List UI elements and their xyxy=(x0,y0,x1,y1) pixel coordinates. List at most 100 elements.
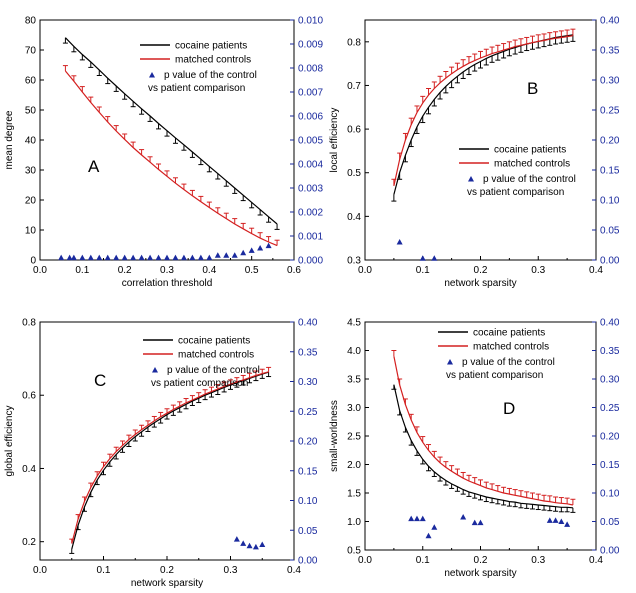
y2-tick-label: 0.00 xyxy=(600,256,620,267)
x-tick-label: 0.1 xyxy=(97,565,111,576)
panel-d: 0.0 0.1 0.2 0.3 0.4 0.5 1.0 1.5 2.0 2.5 3.0 3.5 4.0 4… xyxy=(329,318,620,580)
legend-label: p value of the control xyxy=(462,357,555,368)
legend-label: cocaine patients xyxy=(175,41,247,52)
p-value-point xyxy=(155,254,162,261)
y2-tick-label: 0.20 xyxy=(600,136,620,147)
p-value-point xyxy=(425,532,432,539)
p-value-point xyxy=(79,254,86,261)
panel-a: 0.0 0.1 0.2 0.3 0.4 0.5 0.6 0 10 20 30 40 50 60 70 80 0.… xyxy=(4,16,323,290)
p-value-point xyxy=(248,247,255,253)
y-axis-label: global efficiency xyxy=(4,406,15,477)
p-value-point xyxy=(223,252,230,258)
series-line xyxy=(393,35,573,186)
y2-tick-label: 0.25 xyxy=(600,106,620,117)
legend-swatch-pvalue xyxy=(152,367,158,373)
p-value-point xyxy=(180,254,187,261)
y2-tick-label: 0.20 xyxy=(298,437,318,448)
p-value-point xyxy=(396,239,403,245)
panel-label: B xyxy=(527,79,538,98)
y-tick-label: 4.5 xyxy=(347,318,361,329)
y-tick-label: 2.5 xyxy=(347,432,361,443)
series-line xyxy=(64,70,278,247)
p-value-point xyxy=(257,245,264,251)
series-line xyxy=(393,356,574,506)
y-tick-label: 60 xyxy=(25,76,37,87)
y-tick-label: 0.6 xyxy=(22,391,36,402)
x-tick-label: 0.2 xyxy=(474,265,488,276)
panel-label: D xyxy=(503,399,515,418)
x-tick-label: 0.3 xyxy=(531,555,545,566)
y-tick-label: 0.4 xyxy=(22,464,36,475)
x-tick-label: 0.3 xyxy=(160,265,174,276)
y-tick-label: 40 xyxy=(25,136,37,147)
y2-tick-label: 0.25 xyxy=(600,403,620,414)
y2-tick-label: 0.003 xyxy=(298,184,323,195)
y-tick-label: 0.8 xyxy=(22,318,36,329)
p-value-point xyxy=(189,254,196,261)
x-axis-label: network sparsity xyxy=(444,278,516,289)
p-value-point xyxy=(265,242,272,249)
y-tick-label: 30 xyxy=(25,166,37,177)
x-tick-label: 0.2 xyxy=(474,555,488,566)
p-value-point xyxy=(113,254,120,261)
legend-label: matched controls xyxy=(175,55,251,66)
y-tick-label: 80 xyxy=(25,16,37,27)
y-axis-label: small-worldness xyxy=(329,400,340,472)
p-value-point xyxy=(121,254,128,261)
p-value-point xyxy=(130,254,137,261)
x-tick-label: 0.0 xyxy=(358,265,372,276)
y2-tick-label: 0.30 xyxy=(600,375,620,386)
x-tick-label: 0.1 xyxy=(75,265,89,276)
y2-tick-label: 0.15 xyxy=(600,460,620,471)
y2-tick-label: 0.05 xyxy=(298,526,318,537)
y2-tick-label: 0.05 xyxy=(600,517,620,528)
x-axis-label: network sparsity xyxy=(131,578,203,589)
p-value-point xyxy=(431,524,438,530)
legend-swatch-pvalue xyxy=(468,176,474,182)
legend-label: matched controls xyxy=(178,350,254,361)
p-value-point xyxy=(564,521,571,527)
p-value-point xyxy=(477,519,484,526)
x-tick-label: 0.0 xyxy=(358,555,372,566)
p-value-point xyxy=(214,252,221,258)
p-value-point xyxy=(104,254,111,261)
x-tick-label: 0.3 xyxy=(531,265,545,276)
series-line xyxy=(71,371,269,550)
p-value-point xyxy=(431,255,438,261)
y2-tick-label: 0.25 xyxy=(298,407,318,418)
y-tick-label: 0.5 xyxy=(347,168,361,179)
p-value-point xyxy=(460,513,467,520)
p-value-point xyxy=(87,254,94,261)
p-value-point xyxy=(58,254,65,261)
legend-label: p value of the control xyxy=(483,174,576,185)
p-value-point xyxy=(408,515,415,522)
p-value-point xyxy=(419,255,426,261)
x-axis-label: network sparsity xyxy=(444,568,516,579)
panel-b: 0.0 0.1 0.2 0.3 0.4 0.3 0.4 0.5 0.6 0.7 0.8 0.00 0.0… xyxy=(329,16,620,290)
x-axis-label: correlation threshold xyxy=(122,278,213,289)
y2-tick-label: 0.30 xyxy=(298,377,318,388)
legend-label: p value of the control xyxy=(167,365,260,376)
y-tick-label: 4.0 xyxy=(347,346,361,357)
p-value-point xyxy=(172,254,179,261)
p-value-point xyxy=(231,252,238,258)
p-value-point xyxy=(70,254,77,261)
x-tick-label: 0.0 xyxy=(33,265,47,276)
x-tick-label: 0.4 xyxy=(287,565,301,576)
y2-tick-label: 0.007 xyxy=(298,88,323,99)
series-line xyxy=(393,34,573,195)
p-value-point xyxy=(419,515,426,522)
p-value-point xyxy=(164,254,170,261)
x-tick-label: 0.1 xyxy=(416,555,430,566)
p-value-point xyxy=(66,254,73,261)
p-value-point xyxy=(246,542,253,549)
y2-tick-label: 0.10 xyxy=(600,489,620,500)
legend-label: cocaine patients xyxy=(178,336,250,347)
y2-tick-label: 0.35 xyxy=(298,347,318,358)
legend-label: matched controls xyxy=(494,159,570,170)
x-tick-label: 0.2 xyxy=(160,565,174,576)
y2-tick-label: 0.000 xyxy=(298,256,323,267)
y2-tick-label: 0.10 xyxy=(298,496,318,507)
y-tick-label: 20 xyxy=(25,196,37,207)
p-value-point xyxy=(558,518,565,524)
